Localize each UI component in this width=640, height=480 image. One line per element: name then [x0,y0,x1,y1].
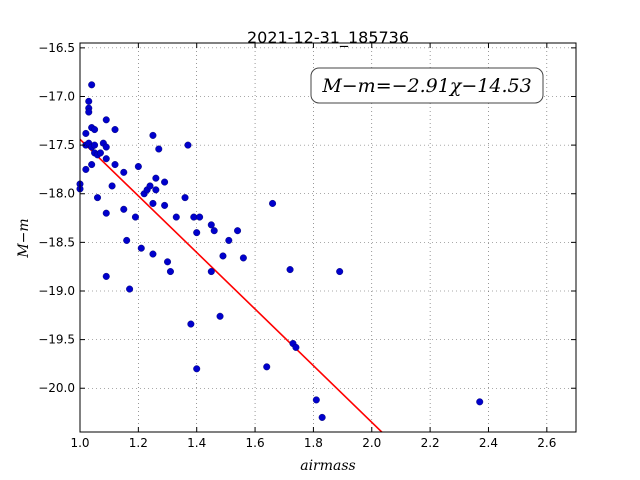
data-point [234,227,242,235]
data-point [91,141,99,149]
data-point [225,236,233,244]
data-point [111,161,119,169]
data-point [184,141,192,149]
data-point [149,199,157,207]
data-point [219,252,227,260]
data-point [196,213,204,221]
data-point [120,205,128,213]
data-point [161,178,169,186]
y-tick-label: −20.0 [38,381,75,395]
y-tick-label: −19.0 [38,284,75,298]
data-point [134,163,142,171]
data-point [94,194,102,202]
x-tick-label: 1.2 [129,436,148,450]
plot-frame [79,42,577,433]
data-point [286,266,294,274]
data-point [88,161,96,169]
x-tick-label: 2.2 [421,436,440,450]
y-tick-label: −18.0 [38,187,75,201]
x-tick-label: 1.0 [70,436,89,450]
x-axis-label: airmass [300,458,356,474]
x-tick-label: 1.4 [187,436,206,450]
data-point [181,194,189,202]
data-point [102,155,110,163]
data-point [312,396,320,404]
x-tick-label: 1.8 [304,436,323,450]
data-point [476,398,484,406]
data-point [269,199,277,207]
data-point [82,129,90,137]
data-point [193,229,201,237]
y-tick-label: −18.5 [38,235,75,249]
data-point [111,126,119,134]
data-point [318,413,326,421]
y-axis-label: M−m [16,218,32,258]
fit-equation-text: M−m=−2.91χ−14.53 [321,75,531,97]
data-point [207,268,215,276]
data-point [85,97,93,105]
data-point [102,272,110,280]
fit-line-group [79,138,383,433]
fit-line [79,138,383,433]
data-point [172,213,180,221]
y-tick-label: −17.0 [38,89,75,103]
chart-title: 2021-12-31_185736 [247,28,409,48]
data-point [120,168,128,176]
x-tick-label: 1.6 [246,436,265,450]
data-point [164,258,172,266]
data-point [207,221,215,229]
data-point [239,254,247,262]
data-point [155,145,163,153]
data-point [152,174,160,182]
data-point [216,312,224,320]
data-point [91,126,99,134]
data-point [96,149,104,157]
data-point [123,236,131,244]
data-point [187,320,195,328]
data-point [88,81,96,89]
data-point [102,143,110,151]
data-point [292,343,300,351]
data-point [131,213,139,221]
data-points [76,81,484,421]
data-point [108,182,116,190]
data-point [137,244,145,252]
data-point [149,250,157,258]
data-point [152,186,160,194]
data-point [126,285,134,293]
data-point [146,182,154,190]
fit-equation-box: M−m=−2.91χ−14.53 [310,67,544,104]
data-point [149,131,157,139]
data-point [85,108,93,116]
data-point [263,363,271,371]
data-point [336,268,344,276]
x-tick-label: 2.6 [537,436,556,450]
data-point [190,213,198,221]
data-point [210,227,218,235]
x-tick-label: 2.0 [362,436,381,450]
y-tick-label: −16.5 [38,41,75,55]
data-point [193,365,201,373]
axis-ticks: 1.0 1.2 1.4 1.6 1.8 2.0 2.2 2.4 2.6 −16.5 −17.0 −17… [38,41,576,450]
data-point [166,268,174,276]
data-point [102,209,110,217]
y-tick-label: −19.5 [38,333,75,347]
data-point [102,116,110,124]
data-point [161,201,169,209]
x-tick-label: 2.4 [479,436,498,450]
data-point [82,165,90,173]
y-tick-label: −17.5 [38,138,75,152]
